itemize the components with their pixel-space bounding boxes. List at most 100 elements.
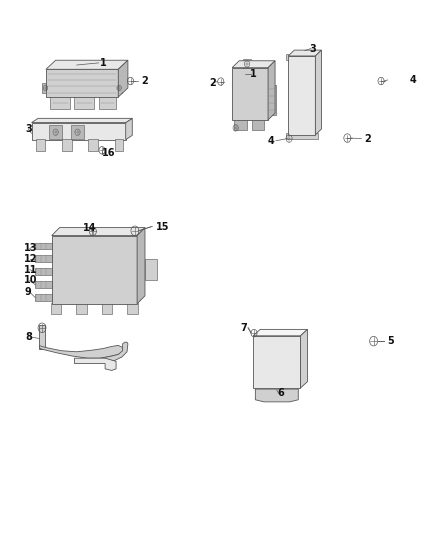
- Bar: [74, 96, 94, 109]
- Bar: [88, 139, 98, 151]
- Bar: [55, 251, 67, 259]
- Bar: [124, 261, 134, 269]
- Bar: [291, 116, 313, 125]
- Bar: [90, 271, 102, 279]
- Polygon shape: [52, 236, 137, 304]
- Bar: [243, 59, 251, 69]
- Bar: [90, 241, 102, 249]
- Bar: [124, 292, 134, 300]
- Polygon shape: [268, 61, 275, 120]
- Polygon shape: [46, 69, 118, 97]
- Bar: [73, 281, 85, 289]
- Polygon shape: [74, 358, 116, 370]
- Polygon shape: [96, 342, 128, 362]
- Polygon shape: [32, 118, 132, 123]
- Text: 8: 8: [25, 332, 32, 342]
- Polygon shape: [255, 389, 298, 402]
- Text: 11: 11: [24, 265, 38, 274]
- Bar: [55, 261, 67, 269]
- Bar: [102, 303, 113, 314]
- Bar: [127, 303, 138, 314]
- Bar: [291, 87, 313, 96]
- Polygon shape: [315, 50, 321, 135]
- Bar: [90, 281, 102, 289]
- Bar: [32, 123, 126, 140]
- Polygon shape: [137, 228, 145, 304]
- Text: 5: 5: [387, 336, 394, 346]
- Bar: [90, 292, 102, 300]
- Bar: [124, 241, 134, 249]
- Polygon shape: [288, 56, 315, 135]
- Text: 1: 1: [250, 69, 257, 78]
- Bar: [286, 54, 318, 60]
- Text: 13: 13: [24, 244, 38, 253]
- Text: 6: 6: [277, 389, 284, 398]
- Bar: [252, 119, 264, 130]
- Bar: [99, 96, 116, 109]
- Bar: [116, 83, 122, 93]
- Bar: [55, 241, 67, 249]
- Text: 2: 2: [141, 76, 148, 86]
- Bar: [42, 83, 49, 93]
- Bar: [55, 271, 67, 279]
- Bar: [124, 271, 134, 279]
- Text: 16: 16: [102, 148, 115, 158]
- Bar: [108, 281, 120, 289]
- Text: 10: 10: [24, 276, 38, 285]
- Text: 4: 4: [410, 75, 416, 85]
- Bar: [51, 303, 61, 314]
- Polygon shape: [52, 228, 145, 236]
- Bar: [108, 292, 120, 300]
- Bar: [258, 345, 296, 382]
- Bar: [108, 271, 120, 279]
- Bar: [73, 261, 85, 269]
- Polygon shape: [232, 68, 268, 120]
- Text: 2: 2: [209, 78, 216, 87]
- Text: 3: 3: [310, 44, 317, 53]
- Polygon shape: [288, 50, 321, 56]
- Bar: [55, 281, 67, 289]
- Text: 4: 4: [267, 136, 274, 146]
- Bar: [115, 139, 123, 151]
- Polygon shape: [118, 60, 128, 97]
- Bar: [108, 251, 120, 259]
- Bar: [73, 271, 85, 279]
- Polygon shape: [232, 61, 275, 68]
- Bar: [234, 119, 247, 130]
- Bar: [35, 294, 52, 301]
- Bar: [268, 85, 276, 115]
- Bar: [62, 139, 72, 151]
- Bar: [35, 268, 52, 275]
- Text: 9: 9: [24, 287, 31, 297]
- Polygon shape: [253, 329, 307, 336]
- Bar: [286, 133, 318, 139]
- Bar: [291, 58, 313, 68]
- Bar: [49, 125, 62, 139]
- Bar: [291, 101, 313, 111]
- Polygon shape: [39, 345, 124, 358]
- Polygon shape: [300, 329, 307, 388]
- Bar: [108, 241, 120, 249]
- Bar: [90, 251, 102, 259]
- Polygon shape: [46, 60, 128, 69]
- Text: 7: 7: [241, 323, 247, 333]
- Polygon shape: [253, 336, 300, 388]
- Bar: [35, 243, 52, 249]
- Text: 14: 14: [83, 223, 96, 233]
- Bar: [90, 261, 102, 269]
- Bar: [50, 96, 70, 109]
- Bar: [124, 281, 134, 289]
- Bar: [73, 241, 85, 249]
- Text: 12: 12: [24, 254, 38, 264]
- Bar: [108, 261, 120, 269]
- Bar: [73, 251, 85, 259]
- Bar: [39, 325, 45, 349]
- Text: 2: 2: [364, 134, 371, 143]
- Bar: [73, 292, 85, 300]
- Bar: [124, 251, 134, 259]
- Text: 3: 3: [25, 124, 32, 134]
- Bar: [71, 125, 84, 139]
- Bar: [35, 281, 52, 288]
- Text: 15: 15: [155, 222, 169, 231]
- Bar: [35, 255, 52, 262]
